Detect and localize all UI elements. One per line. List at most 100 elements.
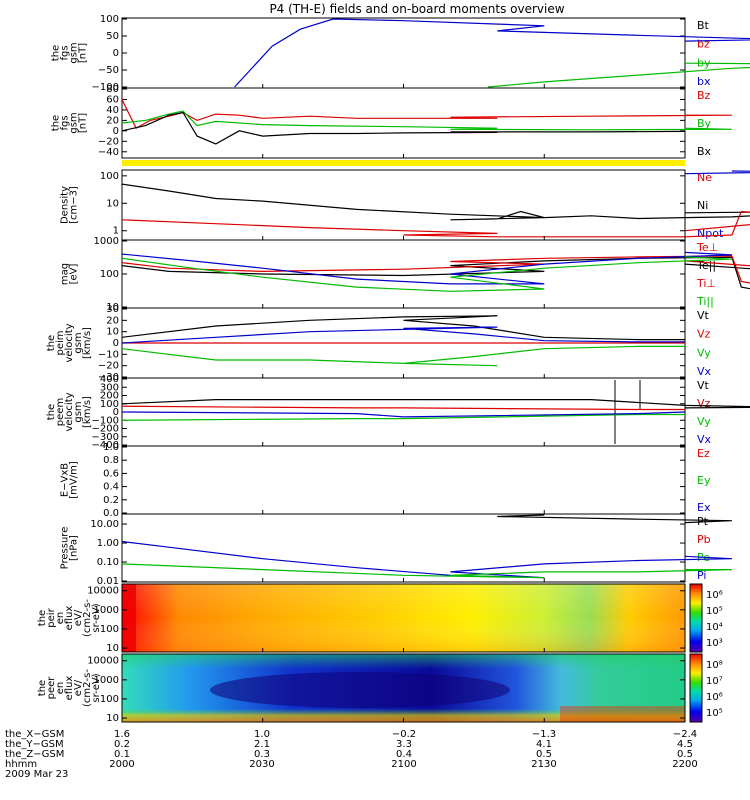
y-axis-label: [km/s] <box>82 327 93 359</box>
x-axis-annotation: the_X−GSM the_Y−GSM the_Z−GSM hhmm 2009 … <box>5 729 698 780</box>
y-axis-label: the <box>46 404 57 420</box>
legend-label: Pi <box>697 569 706 582</box>
y-axis-label: eV/ <box>73 679 84 696</box>
series-line <box>121 399 750 409</box>
colorbar-tick-label: 10⁷ <box>706 676 723 687</box>
panel-frame-4 <box>121 239 686 309</box>
y-axis-label: gsm <box>69 112 80 133</box>
legend-label: Vy <box>697 415 711 428</box>
y-tick-label: 10000 <box>87 656 119 667</box>
series-line <box>121 315 685 341</box>
y-axis-label: Pressure <box>60 527 71 570</box>
y-tick-label: −100 <box>92 82 119 93</box>
y-axis-label: [km/s] <box>82 396 93 428</box>
y-axis-label: fgs <box>60 45 71 60</box>
y-axis-label: E−VxB <box>60 463 71 497</box>
legend-label: Bx <box>697 145 712 158</box>
y-tick-label: 1000 <box>94 236 119 247</box>
series-line <box>121 256 732 292</box>
series-line <box>684 170 750 175</box>
y-tick-label: 30 <box>106 304 119 315</box>
y-tick-label: 200 <box>100 391 119 402</box>
legend-label: By <box>697 117 712 130</box>
y-gsm-value: 4.5 <box>677 739 693 750</box>
legend-label: Vz <box>697 397 711 410</box>
y-tick-label: 1 <box>113 226 119 237</box>
series-line <box>121 563 732 579</box>
electron-spectrogram <box>121 653 686 723</box>
y-tick-label: 10 <box>106 302 119 313</box>
x-gsm-value: 1.0 <box>254 729 270 740</box>
x-gsm-value: −0.2 <box>392 729 416 740</box>
y-tick-label: −20 <box>98 361 119 372</box>
series-line <box>121 256 750 290</box>
y-axis-label: [cm−3] <box>69 186 80 224</box>
y-axis-label: mag <box>60 263 71 285</box>
legend-label: Vy <box>697 346 711 359</box>
y-tick-label: 0 <box>113 48 119 59</box>
y-tick-label: 80 <box>106 84 119 95</box>
row-label-z-gsm: the_Z−GSM <box>5 749 64 760</box>
y-axis-label: the <box>51 45 62 61</box>
y-tick-label: 0.10 <box>97 557 119 568</box>
y-axis-label: gsm <box>73 332 84 353</box>
y-gsm-value: 2.1 <box>254 739 270 750</box>
legend-label: Vt <box>697 309 710 322</box>
y-axis-label: fgs <box>60 115 71 130</box>
figure-title: P4 (TH-E) fields and on-board moments ov… <box>269 2 564 16</box>
y-axis-label: the <box>37 610 48 626</box>
y-axis-label: peir <box>46 607 57 627</box>
legend-label: Te⊥ <box>696 241 718 254</box>
y-tick-label: 0.8 <box>103 455 119 466</box>
y-axis-label: (cm2-s- <box>82 669 93 707</box>
y-axis-label: eflux <box>64 676 75 701</box>
y-tick-label: −300 <box>92 432 119 443</box>
hhmm-value: 2200 <box>672 759 697 770</box>
colorbar-tick-label: 10³ <box>706 638 723 649</box>
y-tick-label: 0.01 <box>97 576 119 587</box>
z-gsm-value: 0.5 <box>677 749 693 760</box>
series-line <box>121 99 732 130</box>
z-gsm-value: 0.4 <box>396 749 412 760</box>
legend-label: Vx <box>697 433 712 446</box>
y-tick-label: 100 <box>100 624 119 635</box>
y-tick-label: −400 <box>92 440 119 451</box>
legend-label: bz <box>697 38 710 51</box>
legend-label: Ex <box>697 501 711 514</box>
series-line <box>121 411 686 418</box>
colorbar-tick-label: 10⁸ <box>706 660 723 671</box>
y-tick-label: 10.00 <box>90 519 119 530</box>
panel-frame-3 <box>121 169 686 241</box>
y-tick-label: 20 <box>106 315 119 326</box>
x-gsm-value: 1.6 <box>114 729 130 740</box>
y-tick-label: −200 <box>92 424 119 435</box>
z-gsm-value: 0.3 <box>254 749 270 760</box>
y-axis-label: eflux <box>64 606 75 631</box>
y-tick-label: 10 <box>106 198 119 209</box>
y-axis-label: the <box>37 680 48 696</box>
y-tick-label: 0 <box>113 407 119 418</box>
y-tick-label: 100 <box>100 269 119 280</box>
y-axis-label: sr-eV) <box>91 673 102 702</box>
series-line <box>121 413 685 421</box>
series-line <box>121 255 750 284</box>
status-bar <box>122 160 685 166</box>
colorbar-tick-label: 10⁵ <box>706 708 723 719</box>
y-tick-label: 50 <box>106 31 119 42</box>
legend-label: Vx <box>697 365 712 378</box>
y-gsm-value: 0.2 <box>114 739 130 750</box>
legend-label: Vz <box>697 328 711 341</box>
y-tick-label: −30 <box>98 372 119 383</box>
date-label: 2009 Mar 23 <box>5 769 68 780</box>
legend-label: Ez <box>697 447 710 460</box>
y-tick-label: 0.2 <box>103 495 119 506</box>
series-line <box>234 18 750 88</box>
y-axis-label: [nPa] <box>69 535 80 561</box>
y-axis-label: en <box>55 612 66 625</box>
x-gsm-value: −2.4 <box>673 729 697 740</box>
colorbar-tick-label: 10⁶ <box>706 692 723 703</box>
y-tick-label: −100 <box>92 415 119 426</box>
electron-colorbar <box>689 653 703 723</box>
y-axis-label: velocity <box>64 392 75 431</box>
